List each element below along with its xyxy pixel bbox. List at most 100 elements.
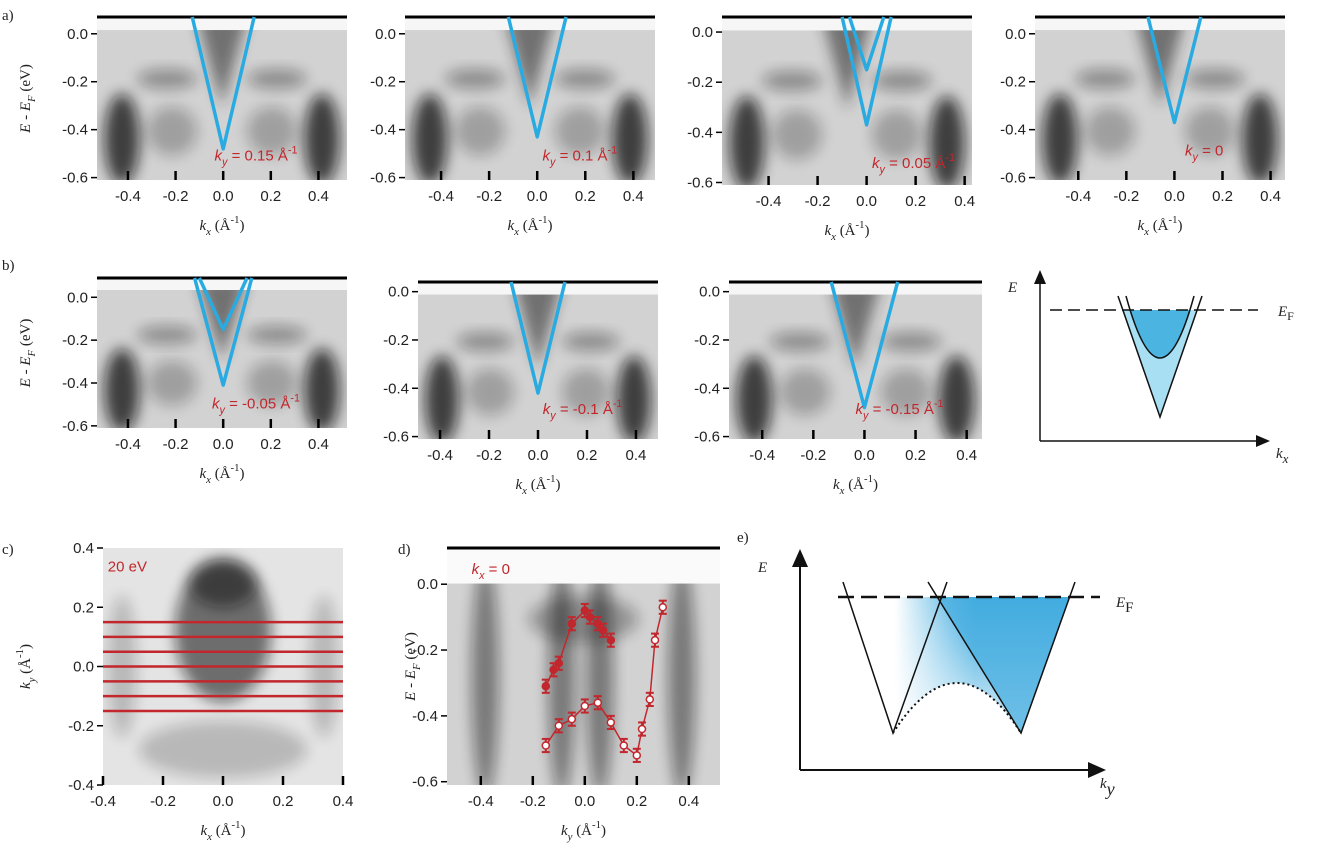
arpes-image [447,548,720,785]
image-shade [779,368,831,416]
x-tick-label: 0.4 [333,793,354,810]
data-point [541,682,551,691]
label-part: y [26,677,38,683]
y-axis-label: E - EF (eV) [18,64,38,134]
arrow [1088,762,1106,778]
image-shade [1185,69,1245,89]
arrow [1034,270,1046,284]
label-part: = -0.15 Å [868,401,933,418]
image-top [722,17,972,31]
band-top [892,682,1022,734]
x-tick-label: 0.0 [1164,188,1185,205]
x-tick-label: 0.4 [308,436,329,453]
image-shade [938,355,975,439]
label-part: x [206,831,212,843]
image-shade [586,559,614,785]
image-shade [1242,93,1278,180]
label-part: -1 [934,398,944,410]
panel-label: a) [2,8,14,24]
y-tick-label: -0.6 [370,170,396,187]
x-tick-label: -0.2 [163,188,189,205]
image-shade [880,332,942,352]
label-part: y [549,156,556,168]
y-tick-label: 0.0 [388,284,409,301]
label-part: = 0 [1198,143,1223,160]
label-part: y [567,831,573,843]
image-shade [189,559,257,608]
annotation: kx = 0 [472,561,510,582]
label-part: -1 [945,152,955,164]
data-point [637,724,647,734]
arpes-image [722,17,972,185]
label-part: k [1137,218,1144,234]
label-part: k [1185,143,1194,160]
image-shade [412,93,448,180]
label-part: = -0.05 Å [225,396,290,413]
image-shade [822,17,872,110]
label-part: x [1282,451,1289,466]
label-part: x [830,231,836,243]
image-top [1035,17,1285,31]
image-shade [247,69,307,89]
panel: -0.4 -0.2 0.0 0.2 0.40.0-0.2-0.4-0.6kx (Å-1)… [383,280,658,497]
annotation: 20 eV [108,559,147,576]
x-tick-label: 0.2 [260,436,281,453]
x-tick-label: -0.4 [90,793,116,810]
x-tick-label: 0.0 [213,793,234,810]
label-part: -1 [547,473,556,485]
band-fit [840,16,893,127]
label-part: E [1115,595,1125,611]
label-part: k [515,477,522,493]
image-shade [528,595,639,643]
label-part: k [212,396,221,413]
axis-label: ky [1100,776,1115,799]
x-tick-label: -0.4 [468,793,494,810]
label-part: y [879,164,886,176]
image-shade [736,355,773,439]
x-tick-label: 0.2 [575,188,596,205]
image-shade [1075,69,1135,89]
image-shade [247,326,307,344]
image-shade [555,106,605,156]
band-fit [829,281,900,410]
x-axis-label: kx (Å-1) [1137,214,1182,238]
label-part: ) [241,823,246,839]
data-point [554,721,564,730]
label-part: -1 [288,144,298,156]
data-point [658,603,668,612]
y-tick-label: -0.6 [412,774,438,791]
panel-label: e) [737,530,749,546]
panel: -0.4 -0.2 0.0 0.2 0.40.0-0.2-0.4-0.6kx (Å-1)… [1000,15,1285,238]
x-tick-label: -0.2 [163,436,189,453]
image-shade [612,93,648,180]
label-part: E [1277,304,1287,320]
label-part: ) [1178,218,1183,234]
label-part: k [561,823,568,839]
label-part: (Å [211,466,231,482]
image-shade [147,360,197,406]
x-axis-label: kx (Å-1) [824,219,869,243]
label-part: ) [873,477,878,493]
label-part: x [205,226,211,238]
image-shade [548,559,576,785]
image-shade [247,106,297,156]
x-tick-label: 0.4 [678,793,699,810]
panel: -0.4 -0.2 0.0 0.2 0.40.0-0.2-0.4-0.6kx (Å-1)… [687,15,975,243]
y-tick-label: 0.0 [699,284,720,301]
y-tick-label: -0.4 [62,122,88,139]
image-shade [445,69,505,89]
image-shade [104,93,140,180]
data-point [554,658,564,668]
data-point [606,718,616,727]
inner-band [1125,295,1195,359]
label-part: E - E [18,357,34,389]
y-tick-label: 0.0 [67,289,88,306]
annotation: ky = -0.15 Å-1 [856,398,944,422]
y-tick-label: -0.6 [383,429,409,446]
image-top [418,282,658,295]
panel-label: c) [2,542,14,558]
x-tick-label: -0.2 [1113,188,1139,205]
x-tick-label: 0.2 [1212,188,1233,205]
label-part: F [411,663,423,671]
y-tick-label: -0.2 [412,642,438,659]
